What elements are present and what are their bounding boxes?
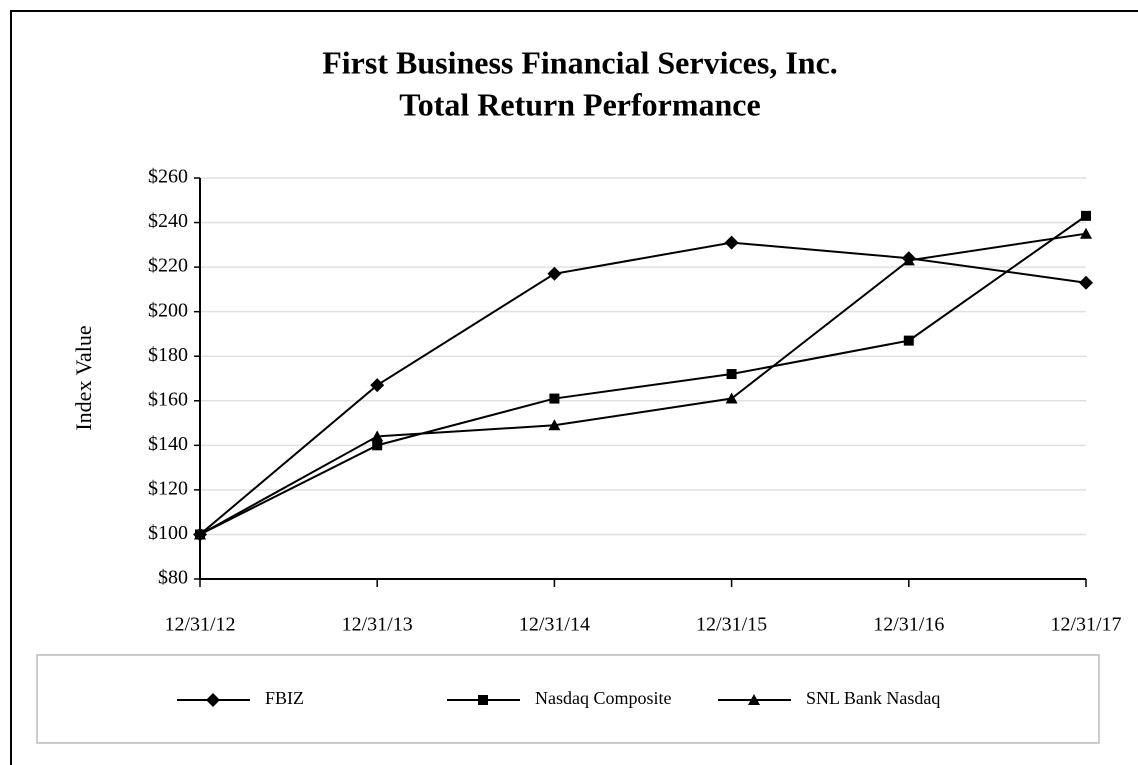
- legend-marker: [206, 693, 220, 707]
- marker: [194, 528, 206, 540]
- x-tick-label: 12/31/12: [164, 614, 235, 636]
- y-axis-label: Index Value: [71, 325, 96, 430]
- marker: [1081, 210, 1091, 221]
- x-tick-label: 12/31/17: [1050, 614, 1121, 636]
- legend-label: Nasdaq Composite: [535, 688, 672, 708]
- marker: [902, 254, 915, 266]
- marker: [724, 235, 739, 250]
- legend-label: SNL Bank Nasdaq: [806, 688, 940, 708]
- y-tick-label: $80: [158, 567, 188, 589]
- chart-title: First Business Financial Services, Inc.: [322, 44, 838, 80]
- y-tick-label: $100: [148, 522, 188, 544]
- y-tick-label: $160: [148, 388, 188, 410]
- x-tick-label: 12/31/16: [873, 614, 944, 636]
- marker: [549, 393, 560, 404]
- y-tick-label: $260: [148, 166, 188, 188]
- y-tick-label: $140: [148, 433, 188, 455]
- marker: [903, 335, 914, 346]
- marker: [725, 392, 738, 404]
- y-tick-label: $120: [148, 477, 188, 499]
- marker: [547, 266, 562, 281]
- legend-marker: [478, 695, 488, 705]
- legend-marker: [748, 694, 760, 705]
- x-tick-label: 12/31/13: [342, 614, 413, 636]
- y-tick-label: $180: [148, 344, 188, 366]
- series-line: [199, 241, 1087, 536]
- y-tick-label: $240: [148, 210, 188, 232]
- series-line: [199, 232, 1087, 536]
- marker: [1079, 275, 1093, 290]
- marker: [370, 378, 385, 393]
- series-line: [199, 215, 1087, 536]
- marker: [372, 440, 383, 451]
- marker: [726, 369, 737, 380]
- chart-subtitle: Total Return Performance: [399, 86, 760, 122]
- x-tick-label: 12/31/14: [519, 614, 590, 636]
- marker: [371, 430, 384, 442]
- x-tick-label: 12/31/15: [696, 614, 767, 636]
- frame: [10, 10, 1138, 765]
- marker: [1080, 227, 1092, 239]
- legend-label: FBIZ: [265, 688, 304, 708]
- marker: [548, 419, 561, 431]
- y-tick-label: $220: [148, 255, 188, 277]
- y-tick-label: $200: [148, 299, 188, 321]
